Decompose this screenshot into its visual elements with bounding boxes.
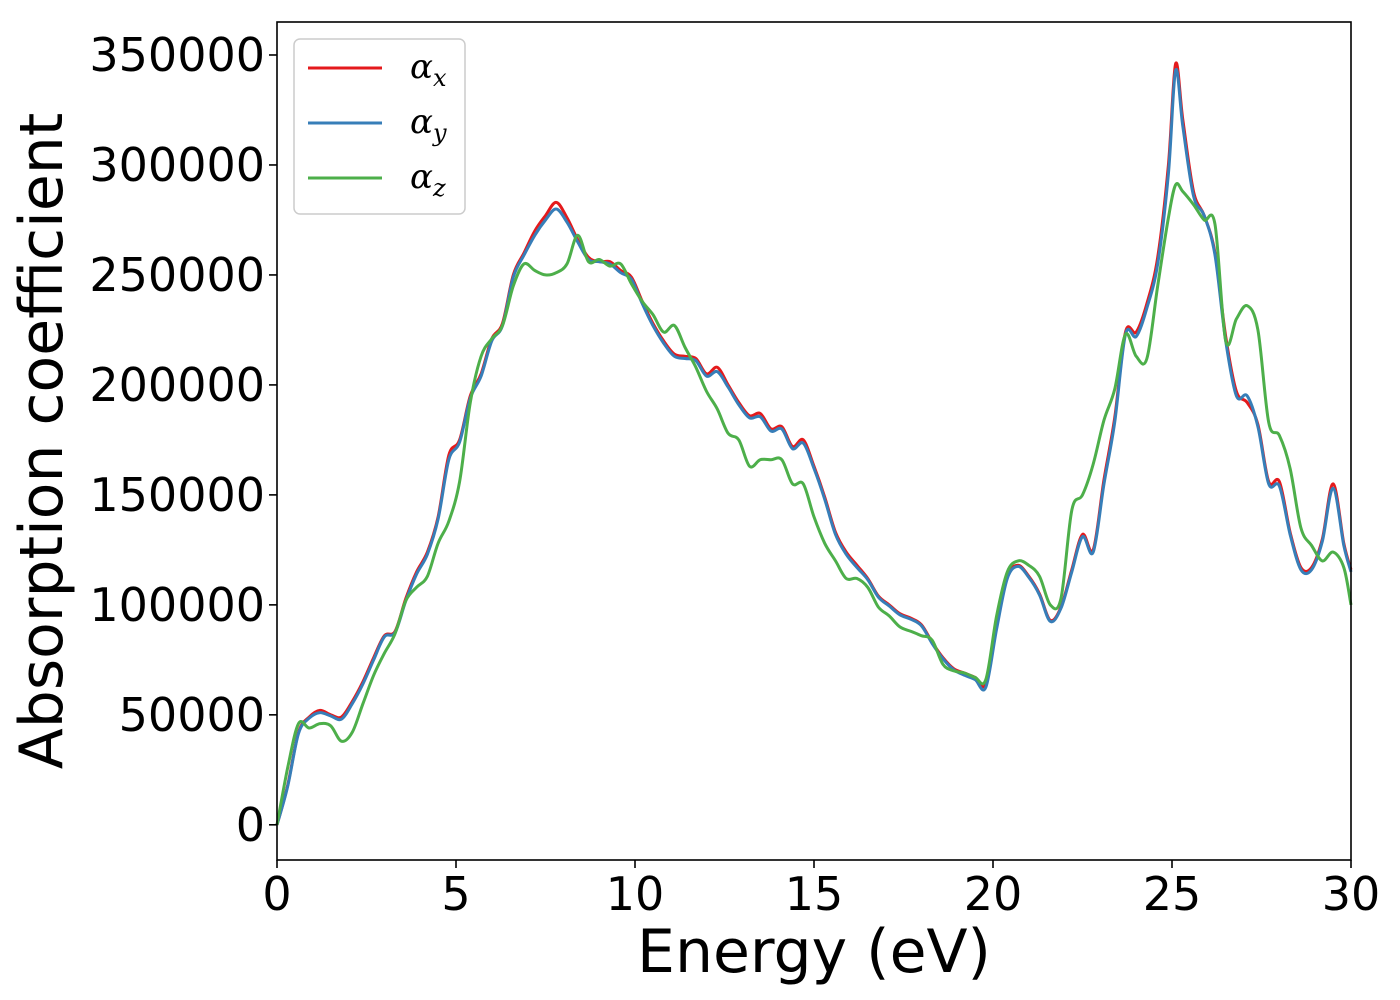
y-tick-label: 150000	[89, 468, 265, 522]
x-tick-label: 10	[606, 867, 665, 921]
legend-label-x: αx	[410, 47, 447, 92]
x-axis: 0 5 10 15 20 25 30	[262, 860, 1380, 921]
y-axis: 0 50000 100000 150000 200000 250000 300000 3500…	[89, 28, 277, 852]
legend-label-y: αy	[410, 102, 447, 147]
y-tick-label: 350000	[89, 28, 265, 82]
series-line-z	[275, 182, 1353, 826]
y-tick-label: 200000	[89, 358, 265, 412]
x-tick-label: 5	[441, 867, 470, 921]
y-tick-label: 50000	[119, 688, 265, 742]
x-tick-label: 15	[785, 867, 844, 921]
x-axis-label: Energy (eV)	[637, 917, 991, 987]
y-tick-label: 0	[236, 798, 265, 852]
y-tick-label: 250000	[89, 248, 265, 302]
x-tick-label: 25	[1143, 867, 1202, 921]
x-tick-label: 0	[262, 867, 291, 921]
series-layer	[275, 61, 1353, 826]
series-line-y	[275, 67, 1353, 826]
y-tick-label: 100000	[89, 578, 265, 632]
y-axis-label: Absorption coefficient	[7, 113, 77, 770]
x-tick-label: 20	[964, 867, 1023, 921]
y-tick-label: 300000	[89, 138, 265, 192]
legend-box	[293, 38, 466, 215]
legend-label-z: αz	[410, 157, 446, 202]
x-tick-label: 30	[1322, 867, 1381, 921]
legend: αx αy αz	[293, 38, 466, 215]
